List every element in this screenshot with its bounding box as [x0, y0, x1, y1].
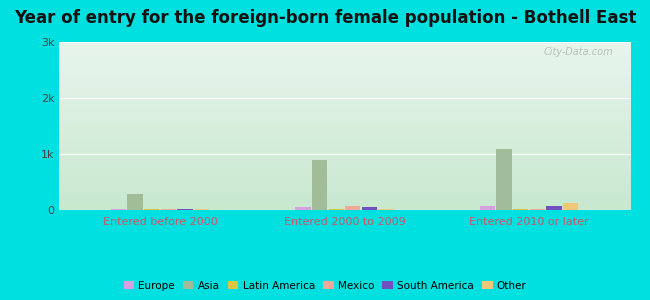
Legend: Europe, Asia, Latin America, Mexico, South America, Other: Europe, Asia, Latin America, Mexico, Sou…	[120, 277, 530, 295]
Bar	[480, 206, 495, 210]
Bar	[127, 194, 143, 210]
Bar	[497, 149, 512, 210]
Bar	[312, 160, 327, 210]
Bar	[530, 209, 545, 210]
Text: Year of entry for the foreign-born female population - Bothell East: Year of entry for the foreign-born femal…	[14, 9, 636, 27]
Bar	[144, 209, 159, 210]
Bar	[513, 209, 528, 210]
Bar	[194, 209, 209, 210]
Text: City-Data.com: City-Data.com	[543, 47, 614, 57]
Bar	[563, 203, 578, 210]
Bar	[546, 206, 562, 210]
Bar	[177, 209, 192, 210]
Bar	[362, 207, 377, 210]
Bar	[378, 209, 394, 210]
Bar	[295, 207, 311, 210]
Bar	[345, 206, 361, 210]
Bar	[161, 209, 176, 210]
Bar	[111, 209, 126, 210]
Bar	[328, 209, 344, 210]
